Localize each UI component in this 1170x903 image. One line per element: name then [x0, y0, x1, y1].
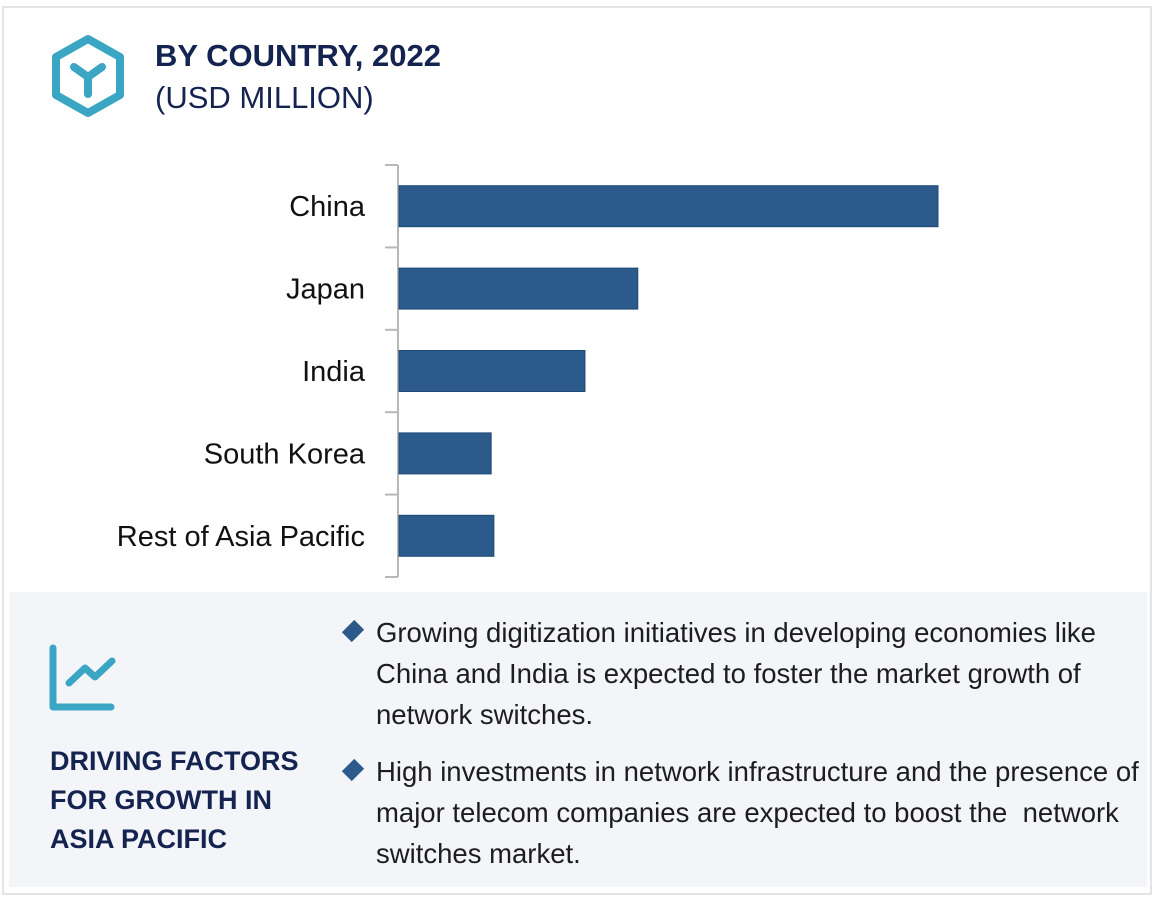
- bar-japan: [398, 267, 639, 310]
- chart-title: BY COUNTRY, 2022: [155, 38, 441, 73]
- driving-factor-text: High investments in network infrastructu…: [376, 756, 1139, 869]
- driving-factor-text: Growing digitization initiatives in deve…: [376, 617, 1104, 730]
- driving-factor-item: Growing digitization initiatives in deve…: [340, 612, 1140, 735]
- hexagon-cube-icon: [52, 35, 124, 117]
- diamond-bullet-icon: [341, 758, 365, 782]
- driving-factors-heading: DRIVING FACTORS FOR GROWTH IN ASIA PACIF…: [50, 746, 299, 854]
- category-label: India: [302, 356, 366, 388]
- bar-chart: China Japan India South Korea Rest of Asia P…: [117, 164, 939, 578]
- driving-factors-panel: [9, 592, 1147, 887]
- category-label: Rest of Asia Pacific: [117, 521, 365, 553]
- bar-india: [398, 350, 586, 392]
- trend-chart-icon: [49, 644, 116, 711]
- driving-factor-item: High investments in network infrastructu…: [340, 751, 1140, 874]
- bar-china: [398, 185, 939, 228]
- category-label: Japan: [286, 274, 365, 306]
- driving-factors-list: Growing digitization initiatives in deve…: [340, 612, 1140, 890]
- chart-subtitle: (USD MILLION): [155, 80, 374, 115]
- diamond-bullet-icon: [341, 619, 365, 643]
- category-label: China: [289, 191, 366, 223]
- bar-rest-of-asia-pacific: [398, 514, 495, 557]
- bar-south-korea: [398, 432, 492, 475]
- category-label: South Korea: [204, 438, 366, 470]
